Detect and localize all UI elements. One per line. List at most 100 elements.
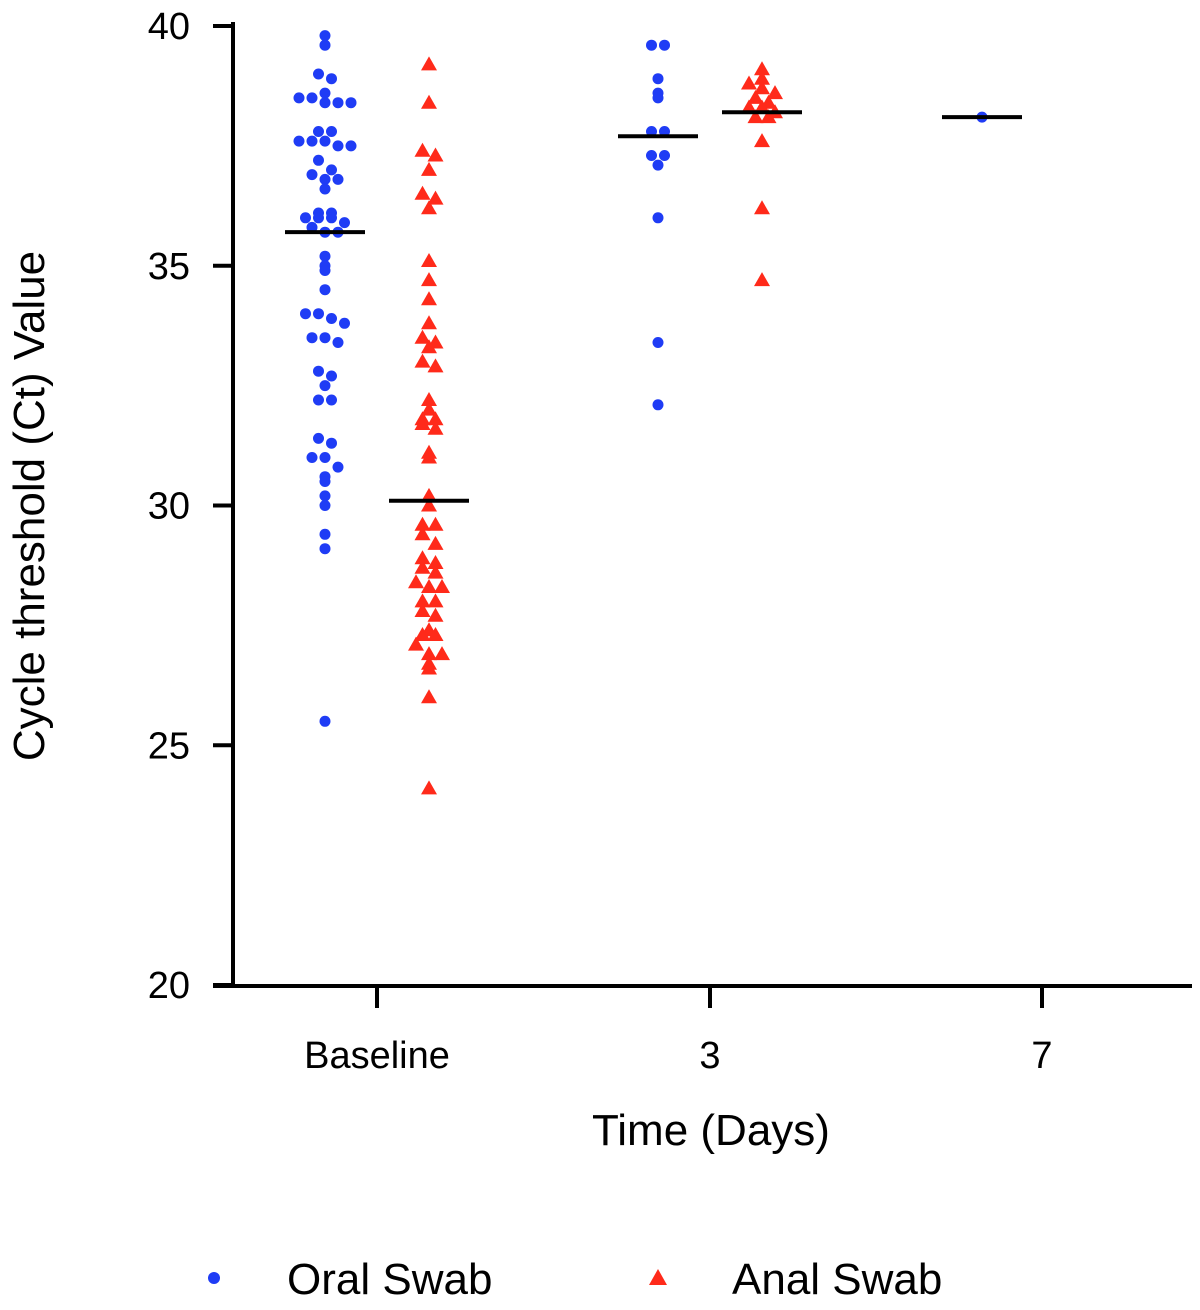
legend-oral-swab-marker [208,1272,220,1284]
anal-swab-point [421,94,437,109]
anal-swab-point [421,449,437,464]
oral-swab-point [332,173,344,185]
oral-swab-point [293,135,305,147]
oral-swab-point [332,337,344,348]
anal-swab-point [421,200,437,215]
legend-label: Anal Swab [732,1255,942,1304]
anal-swab-point [421,56,437,71]
oral-swab-point [339,217,350,229]
oral-swab-point [306,92,318,104]
oral-swab-point [326,212,337,224]
anal-swab-point [414,593,431,608]
y-tick-label: 25 [148,725,190,767]
anal-swab-point [414,353,431,368]
oral-swab-point [326,126,337,137]
x-tick-label: Baseline [304,1035,450,1077]
anal-swab-point [427,535,444,550]
oral-swab-point [326,437,337,449]
oral-swab-point [646,126,657,137]
oral-swab-point [319,284,331,296]
anal-swab-point [754,99,770,114]
anal-swab-point [741,99,757,114]
oral-swab-point [659,150,670,161]
oral-swab-point [319,332,331,344]
oral-swab-point [319,250,331,262]
anal-swab-point [427,358,444,373]
anal-swab-point [427,190,444,205]
y-axis-ticks: 20 25 30 35 40 [148,6,233,1007]
anal-swab-point [434,646,450,661]
oral-swab-point [313,126,324,137]
median-lines [285,110,1022,503]
oral-swab-point [646,150,657,161]
anal-swab-point [421,497,437,512]
oral-swab-point [326,164,337,176]
anal-swab-point [414,559,431,574]
oral-swab-point [306,135,318,147]
oral-swab-point [313,365,324,377]
y-tick-label: 20 [148,965,190,1007]
oral-swab-point [313,394,324,406]
anal-swab-point [427,516,444,531]
anal-swab-point [427,607,444,622]
legend-anal-swab-marker [649,1269,667,1285]
oral-swab-point [313,432,324,444]
oral-swab-point [646,39,657,51]
oral-swab-point [319,500,331,511]
anal-swab-point [427,555,444,569]
oral-swab-point [306,221,318,233]
x-tick-label: 7 [1031,1035,1052,1077]
oral-swab-point [319,183,331,195]
oral-swab-point [306,169,318,181]
oral-swab-point [652,92,664,104]
oral-swab-point [345,97,357,109]
oral-swab-point [319,528,331,540]
anal-swab-point [414,416,431,430]
y-tick-label: 35 [148,246,190,288]
anal-swab-point [414,526,431,541]
oral-swab-point [313,308,324,320]
anal-swab-point [434,579,450,593]
anal-swab-point [421,272,437,287]
oral-swab-point [306,332,318,344]
legend: Oral Swab Anal Swab [208,1255,942,1304]
anal-swab-point [754,80,770,95]
oral-swab-point [319,173,331,185]
oral-swab-point [659,126,670,137]
oral-swab-point [332,140,344,152]
oral-swab-point [319,452,331,463]
oral-swab-point [319,87,331,99]
anal-swab-point [421,253,437,267]
anal-swab-point [421,161,437,176]
anal-swab-point [408,636,424,651]
anal-swab-point [760,109,777,124]
anal-swab-point [414,550,431,565]
oral-swab-point [319,543,331,555]
anal-swab-point [754,272,770,287]
anal-swab-point [747,109,764,124]
anal-swab-point [427,564,444,579]
oral-swab-point [319,30,331,42]
anal-swab-point [754,200,770,215]
oral-swab-point [659,39,670,51]
oral-swab-point [652,399,664,411]
oral-swab-point [313,68,324,80]
anal-swab-point [414,142,431,157]
y-tick-label: 30 [148,486,190,528]
anal-swab-point [408,574,424,589]
anal-swab-point [421,579,437,593]
anal-swab-point [421,660,437,675]
oral-swab-point [313,212,324,224]
anal-swab-point [754,133,770,148]
x-tick-label: 3 [699,1035,720,1077]
oral-swab-point [652,212,664,224]
oral-swab-point [652,73,664,85]
oral-swab-point [319,135,331,147]
anal-swab-point [421,392,437,406]
anal-swab-point [767,85,783,100]
anal-swab-point [414,627,431,641]
anal-swab-point [427,411,444,426]
anal-swab-point [747,89,764,104]
oral-swab-point [319,476,331,487]
